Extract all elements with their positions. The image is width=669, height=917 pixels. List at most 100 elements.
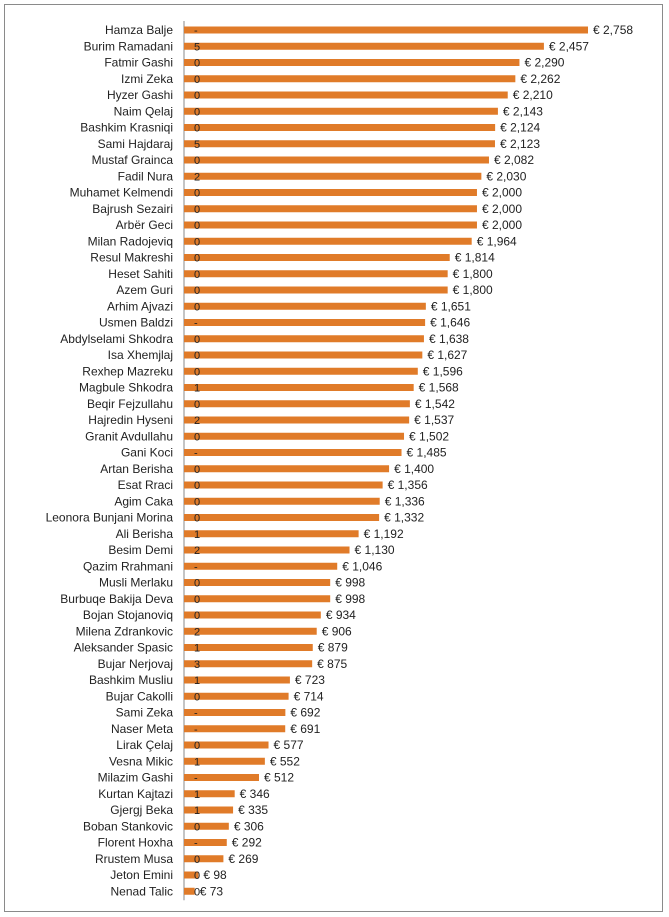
bar-inner-label: 2 (194, 415, 200, 427)
bar-inner-label: - (194, 448, 198, 460)
bar-inner-label: 0 (194, 691, 200, 703)
category-label: Rexhep Mazreku (82, 364, 173, 378)
value-label: € 2,457 (549, 39, 589, 53)
bar (184, 400, 410, 408)
bar (184, 871, 199, 879)
bar (184, 855, 224, 863)
bar-inner-label: 0 (194, 155, 200, 167)
bar-inner-label: 0 (194, 285, 200, 297)
bar (184, 644, 313, 651)
value-label: € 2,000 (482, 218, 522, 232)
bar-inner-label: 0 (194, 350, 200, 362)
bar (184, 709, 286, 716)
category-label: Qazim Rrahmani (83, 559, 173, 573)
value-label: € 1,046 (342, 559, 382, 573)
category-label: Gjergj Beka (110, 803, 173, 817)
bar-inner-label: - (194, 561, 198, 573)
category-label: Boban Stankovic (83, 819, 173, 833)
bar (184, 384, 414, 391)
bar (184, 335, 424, 343)
bar (184, 124, 496, 131)
bar-inner-label: 0 (194, 204, 200, 216)
value-label: € 1,814 (455, 251, 495, 265)
bar (184, 497, 380, 505)
category-label: Bujar Cakolli (106, 689, 173, 703)
category-label: Musli Merlaku (99, 576, 173, 590)
value-label: € 346 (240, 787, 270, 801)
bar (184, 595, 331, 603)
bar (184, 221, 477, 229)
bar (184, 790, 235, 798)
value-label: € 2,262 (520, 72, 560, 86)
bar (184, 156, 489, 164)
bar (184, 91, 508, 99)
bar-inner-label: 5 (194, 41, 200, 53)
bar-inner-label: 1 (194, 675, 200, 687)
category-label: Sami Hajdaraj (98, 137, 173, 151)
category-label: Kurtan Kajtazi (98, 787, 173, 801)
bar (184, 546, 350, 554)
bar-inner-label: 0 (194, 594, 200, 606)
category-label: Lirak Çelaj (116, 738, 173, 752)
value-label: € 1,400 (394, 462, 434, 476)
value-label: € 1,502 (409, 429, 449, 443)
value-label: € 1,800 (453, 267, 493, 281)
category-label: Usmen Baldzi (99, 316, 173, 330)
bar-inner-label: 1 (194, 789, 200, 801)
category-label: Bajrush Sezairi (92, 202, 173, 216)
value-label: € 335 (238, 803, 268, 817)
bar (184, 319, 426, 326)
value-label: € 2,290 (524, 56, 564, 70)
bar (184, 172, 482, 180)
value-label: € 1,638 (429, 332, 469, 346)
bar-inner-label: 1 (194, 529, 200, 541)
category-label: Florent Hoxha (98, 836, 174, 850)
value-label: € 269 (228, 852, 258, 866)
bar-inner-label: 5 (194, 139, 200, 151)
bar-inner-label: 0 (194, 90, 200, 102)
bar-inner-label: 0 (194, 821, 200, 833)
bar-inner-label: 0 (194, 269, 200, 281)
value-label: € 2,143 (503, 104, 543, 118)
category-label: Hyzer Gashi (107, 88, 173, 102)
bar (184, 189, 477, 196)
category-label: Burim Ramadani (84, 39, 173, 53)
bar-inner-label: 0 (194, 220, 200, 232)
category-label: Hamza Balje (105, 23, 173, 37)
value-label: € 1,542 (415, 397, 455, 411)
value-label: € 692 (290, 706, 320, 720)
bar-inner-label: 0 (194, 236, 200, 248)
value-label: € 934 (326, 608, 356, 622)
bar (184, 254, 450, 261)
category-label: Heset Sahiti (108, 267, 173, 281)
category-label: Leonora Bunjani Morina (46, 511, 174, 525)
value-label: € 879 (318, 641, 348, 655)
bar (184, 579, 331, 586)
category-label: Fatmir Gashi (104, 56, 173, 70)
bar-inner-label: 2 (194, 626, 200, 638)
bar-inner-label: 2 (194, 171, 200, 183)
bar (184, 59, 520, 66)
bar (184, 465, 390, 473)
bar-inner-label: 1 (194, 643, 200, 655)
bar-inner-label: 0 (194, 854, 200, 866)
bar (184, 107, 498, 115)
category-label: Granit Avdullahu (85, 429, 173, 443)
bar (184, 140, 495, 148)
value-label: € 691 (290, 722, 320, 736)
bar-inner-label: 0 (194, 578, 200, 590)
value-label: € 906 (322, 624, 352, 638)
category-label: Esat Rraci (118, 478, 173, 492)
bar-inner-label: 0 (194, 366, 200, 378)
value-label: € 1,336 (385, 494, 425, 508)
category-label: Naim Qelaj (114, 104, 173, 118)
bar-inner-label: 0 (194, 301, 200, 313)
bar (184, 432, 405, 440)
bar (184, 237, 472, 245)
bar-inner-label: 0 (194, 334, 200, 346)
bar (184, 676, 290, 684)
value-label: € 98 (203, 868, 227, 882)
bar (184, 75, 516, 83)
value-label: € 2,123 (500, 137, 540, 151)
category-label: Milazim Gashi (98, 771, 173, 785)
